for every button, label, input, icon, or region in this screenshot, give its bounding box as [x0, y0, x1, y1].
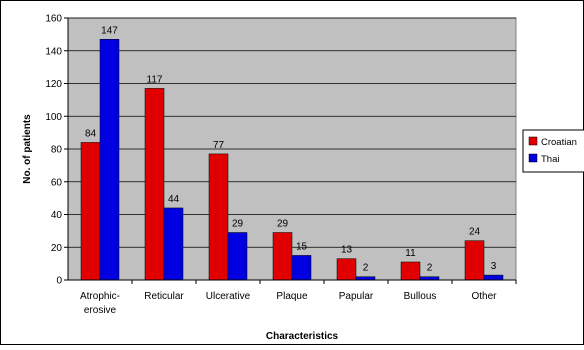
x-tick-label-line: Ulcerative — [206, 291, 251, 302]
bar-croatian — [336, 258, 357, 281]
x-tick-label-line: Bullous — [404, 291, 437, 302]
x-tick-label: Papular — [339, 291, 374, 302]
data-label: 2 — [363, 263, 369, 274]
data-label: 147 — [101, 25, 118, 36]
legend: Croatian Thai — [522, 129, 584, 173]
y-tick-label: 80 — [51, 145, 63, 156]
x-axis-label: Characteristics — [266, 331, 339, 342]
bar-croatian — [80, 142, 101, 281]
data-label: 15 — [296, 241, 308, 252]
y-tick-label: 140 — [45, 46, 62, 57]
bar-thai — [291, 255, 312, 281]
x-tick-label-line: Plaque — [276, 291, 308, 302]
legend-label-thai: Thai — [541, 154, 559, 165]
data-label: 117 — [147, 74, 163, 85]
data-label: 29 — [232, 219, 244, 230]
bar-thai — [99, 39, 120, 281]
data-label: 24 — [469, 227, 481, 238]
x-tick-label: Other — [471, 291, 497, 302]
bar-croatian — [208, 153, 229, 281]
x-tick-label-line: Reticular — [144, 291, 184, 302]
x-tick-label: Atrophic-erosive — [80, 291, 120, 316]
data-label: 3 — [491, 261, 497, 272]
x-tick-label: Ulcerative — [206, 291, 251, 302]
legend-swatch-thai — [528, 153, 538, 163]
legend-label-croatian: Croatian — [541, 137, 577, 148]
bars — [80, 39, 504, 281]
bar-thai — [483, 274, 504, 281]
bar-thai — [227, 232, 248, 281]
x-tick-label-line: Other — [471, 291, 497, 302]
data-label: 11 — [405, 248, 416, 259]
y-tick-label: 0 — [56, 276, 62, 287]
data-labels: 84 147 117 44 77 29 29 15 13 2 11 2 24 3 — [85, 25, 497, 273]
gridlines — [68, 17, 516, 248]
bar-croatian — [272, 232, 293, 281]
y-tick-label: 120 — [45, 79, 62, 90]
data-label: 84 — [85, 128, 97, 139]
y-axis-label: No. of patients — [22, 114, 33, 184]
data-label: 2 — [427, 263, 433, 274]
data-label: 77 — [213, 140, 225, 151]
x-tick-label: Bullous — [404, 291, 437, 302]
y-tick-label: 40 — [51, 210, 63, 221]
data-label: 13 — [341, 245, 353, 256]
y-tick-label: 20 — [51, 243, 63, 254]
data-label: 44 — [168, 194, 180, 205]
x-tick-label-line: Papular — [339, 291, 374, 302]
x-tick-label: Reticular — [144, 291, 184, 302]
x-tick-label: Plaque — [276, 291, 308, 302]
data-label: 29 — [277, 219, 289, 230]
bar-croatian — [400, 261, 421, 281]
x-tick-label-line: erosive — [84, 305, 117, 316]
y-tick-label: 100 — [45, 112, 62, 123]
bar-thai — [163, 207, 184, 281]
axes: 0 20 40 60 80 100 120 140 160 Atrophic-erosive Ret… — [45, 14, 517, 316]
x-tick-label-line: Atrophic- — [80, 291, 120, 302]
bar-croatian — [464, 240, 485, 281]
legend-swatch-croatian — [528, 136, 538, 146]
y-tick-label: 60 — [51, 177, 63, 188]
y-tick-label: 160 — [45, 14, 62, 25]
bar-croatian — [144, 88, 165, 281]
